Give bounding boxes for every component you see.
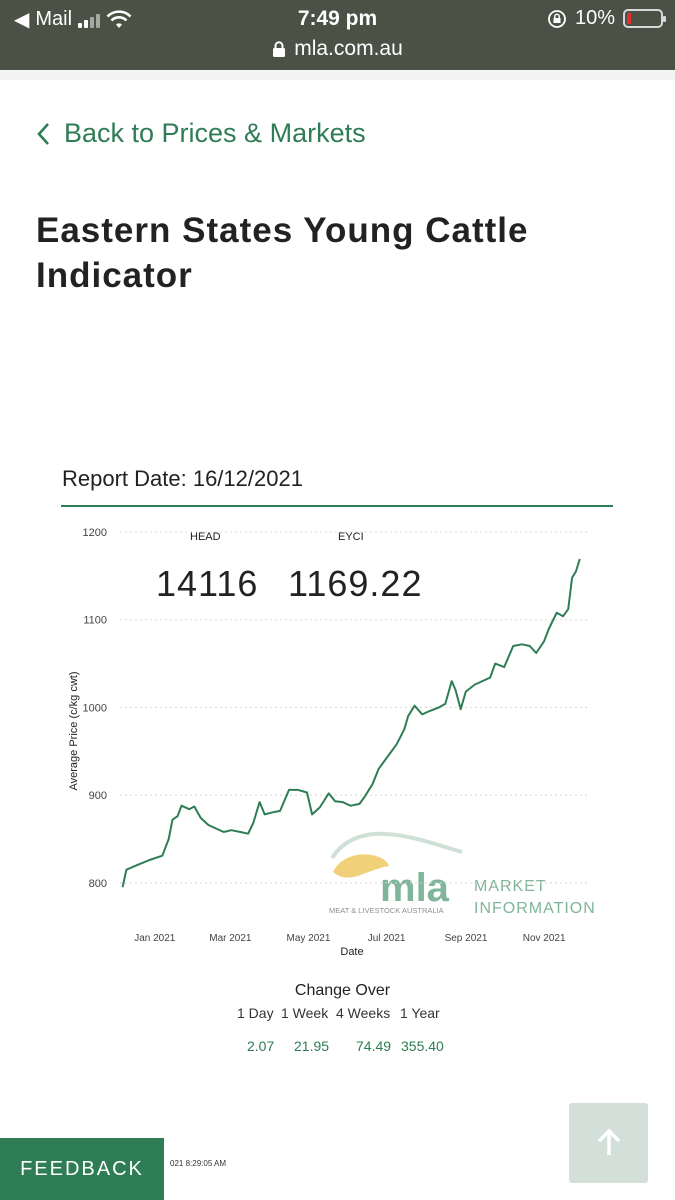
x-tick-label: Jul 2021 [368, 933, 406, 944]
x-tick-label: Jan 2021 [134, 933, 176, 944]
x-tick-label: May 2021 [287, 933, 331, 944]
change-header-1-day: 1 Day [237, 1005, 274, 1021]
mla-watermark-logo: mla MEAT & LIVESTOCK AUSTRALIA MARKET IN… [329, 831, 596, 917]
lock-icon [273, 40, 286, 57]
battery-percent: 10% [574, 7, 615, 29]
page-title: Eastern States Young Cattle Indicator [36, 211, 529, 295]
clock: 7:49 pm [297, 7, 378, 30]
watermark-line1: MARKET [474, 878, 547, 895]
status-right: 10% [547, 7, 666, 30]
scroll-to-top-button[interactable] [569, 1103, 648, 1183]
change-header-4-weeks: 4 Weeks [336, 1005, 391, 1021]
y-tick-label: 800 [89, 878, 107, 890]
change-value-4-weeks: 74.49 [356, 1038, 392, 1054]
report-date: Report Date: 16/12/2021 [62, 466, 303, 491]
back-triangle-icon: ◀ [14, 9, 30, 31]
back-link-label: Back to Prices & Markets [64, 118, 366, 148]
change-over-title: Change Over [294, 982, 391, 999]
battery-icon [623, 9, 666, 28]
watermark-brand: mla [380, 866, 450, 910]
x-tick-label: Mar 2021 [209, 933, 252, 944]
head-value: 14116 [156, 563, 259, 604]
arrow-up-icon [597, 1128, 620, 1155]
change-header-1-year: 1 Year [400, 1005, 440, 1021]
address-bar[interactable]: mla.com.au [0, 37, 675, 61]
eyci-label: EYCI [338, 531, 364, 543]
status-bar: ◀ Mail 7:49 pm 10% mla.com.au [0, 0, 675, 70]
chevron-left-icon [37, 122, 49, 145]
x-axis-label: Date [340, 946, 363, 958]
change-over-values: 2.07 21.95 74.49 355.40 [247, 1038, 444, 1054]
y-tick-label: 900 [89, 790, 107, 802]
report-divider [61, 505, 613, 507]
page-top-divider [0, 70, 675, 80]
feedback-button[interactable]: FEEDBACK [0, 1138, 164, 1200]
back-app-label: Mail [35, 8, 73, 30]
watermark-line2: INFORMATION [474, 900, 596, 917]
change-value-1-week: 21.95 [294, 1038, 330, 1054]
change-value-1-year: 355.40 [401, 1038, 444, 1054]
chart-svg: mla MEAT & LIVESTOCK AUSTRALIA MARKET IN… [68, 527, 596, 958]
y-tick-label: 1200 [83, 527, 107, 539]
head-label: HEAD [190, 531, 221, 543]
watermark-yellow-shape [333, 854, 389, 878]
orientation-lock-icon [548, 9, 566, 28]
cellular-signal-icon [78, 12, 101, 28]
x-tick-label: Sep 2021 [445, 933, 488, 944]
change-over-headers: 1 Day 1 Week 4 Weeks 1 Year [237, 1005, 440, 1021]
url-text: mla.com.au [294, 37, 403, 60]
report-timestamp: 021 8:29:05 AM [170, 1159, 227, 1168]
y-tick-label: 1100 [83, 615, 107, 627]
watermark-swoosh [330, 831, 463, 860]
x-tick-label: Nov 2021 [523, 933, 566, 944]
y-tick-label: 1000 [83, 702, 107, 714]
eyci-price-line [121, 558, 581, 888]
back-to-app[interactable]: ◀ Mail [14, 7, 132, 32]
eyci-chart: mla MEAT & LIVESTOCK AUSTRALIA MARKET IN… [60, 515, 620, 965]
watermark-subtitle: MEAT & LIVESTOCK AUSTRALIA [329, 906, 444, 915]
y-axis-label: Average Price (c/kg cwt) [68, 671, 80, 790]
change-value-1-day: 2.07 [247, 1038, 275, 1054]
change-header-1-week: 1 Week [281, 1005, 329, 1021]
wifi-icon [106, 9, 132, 28]
back-to-prices-link[interactable]: Back to Prices & Markets [36, 118, 366, 149]
eyci-value: 1169.22 [288, 563, 423, 604]
